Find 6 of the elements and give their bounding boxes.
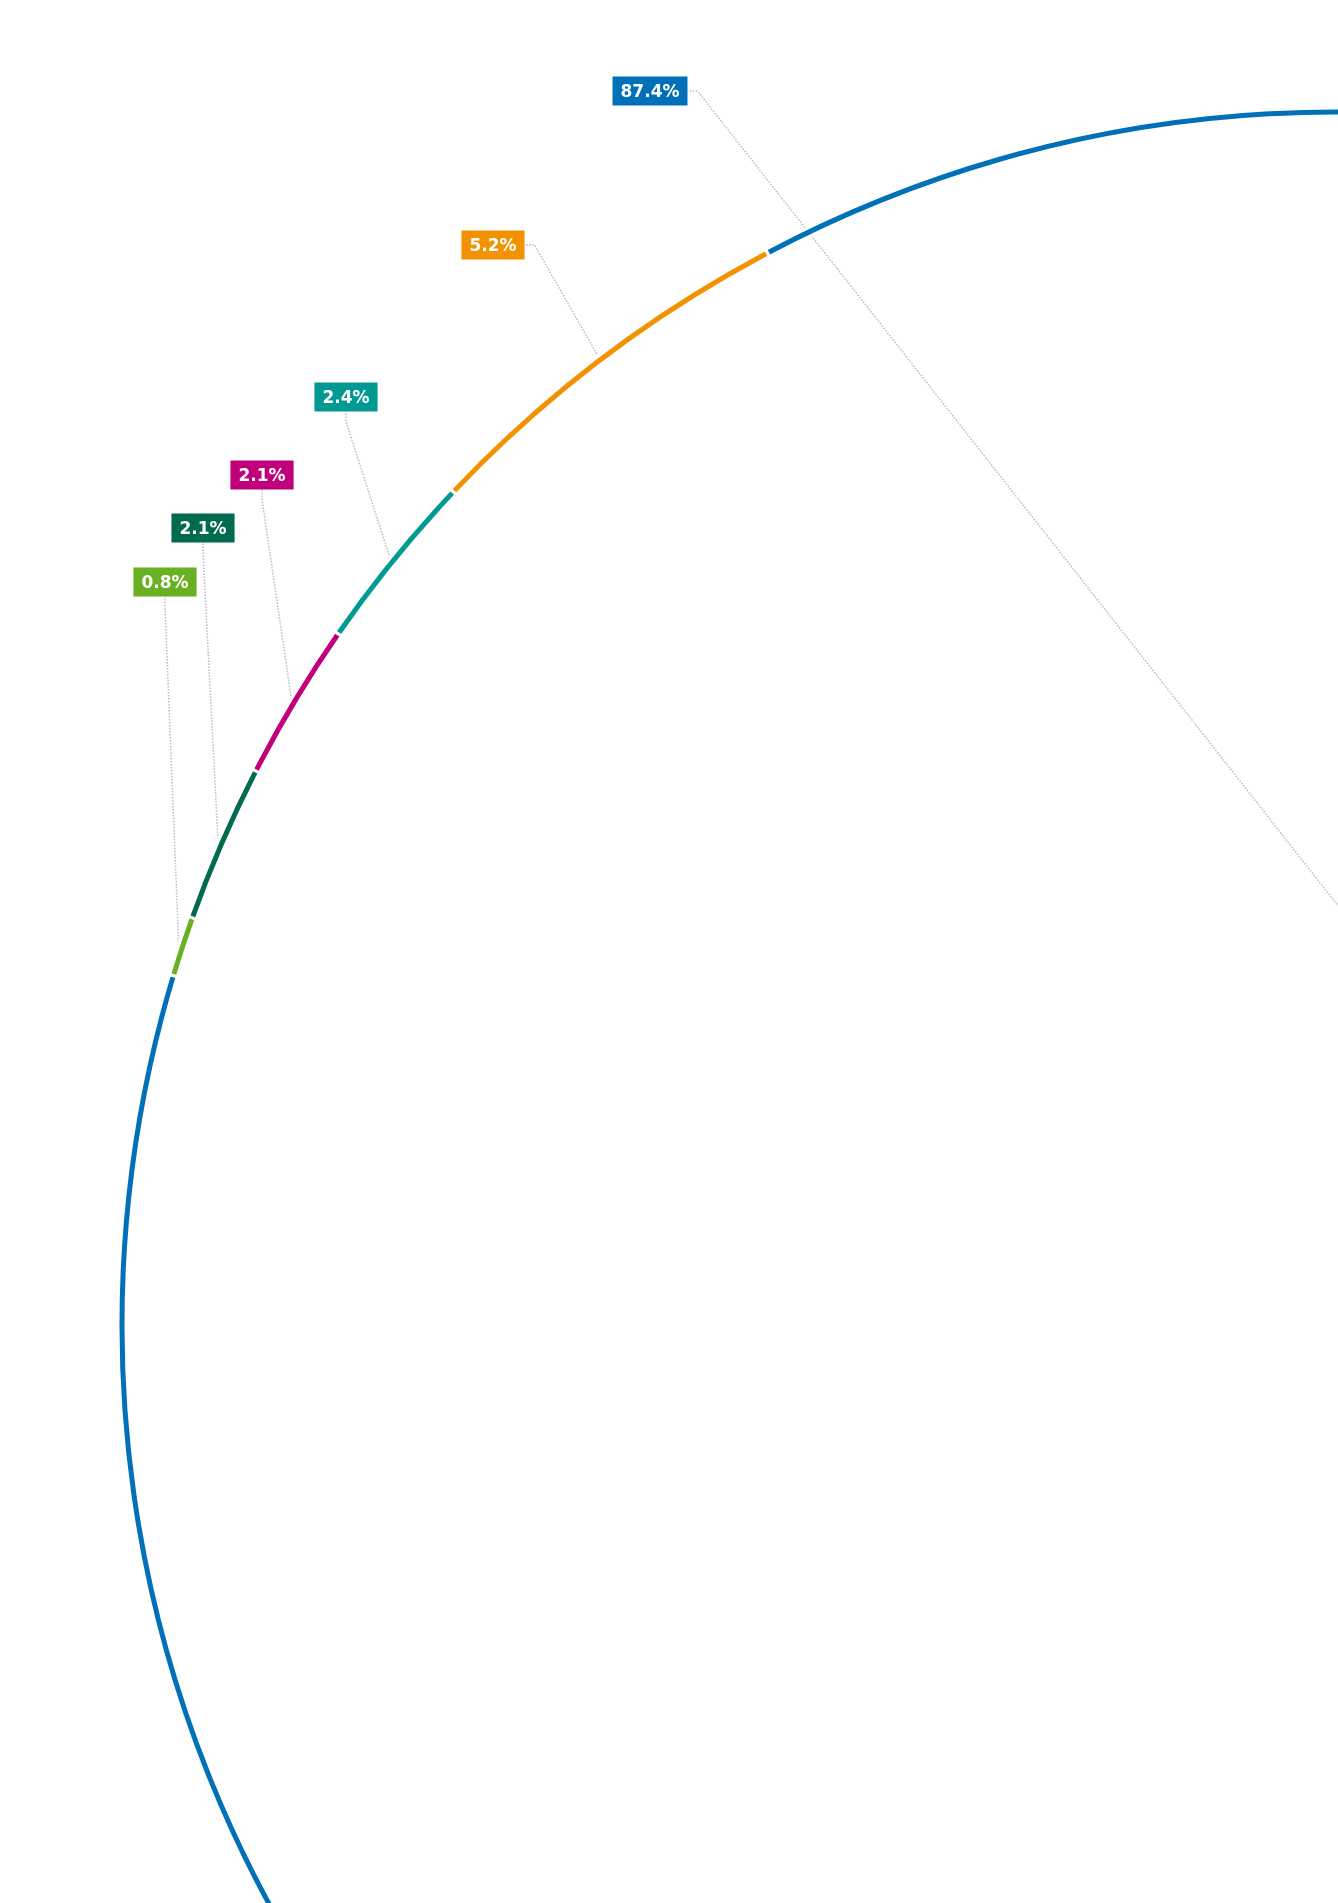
data-label: 2.1%	[238, 465, 286, 485]
data-label: 2.4%	[322, 387, 370, 407]
data-label: 0.8%	[141, 572, 189, 592]
data-label: 5.2%	[469, 235, 517, 255]
data-label: 2.1%	[179, 518, 227, 538]
data-label: 87.4%	[620, 81, 680, 101]
